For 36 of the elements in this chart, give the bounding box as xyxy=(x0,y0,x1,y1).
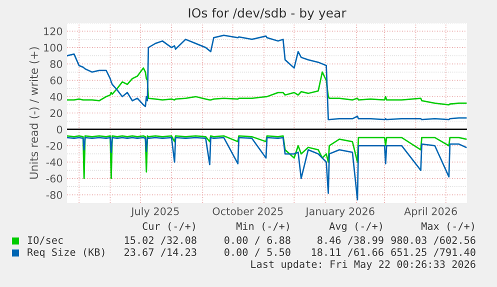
text: 8.46 /38.99 xyxy=(318,236,384,245)
y-tick-label: 120 xyxy=(44,27,62,36)
y-tick-label: 0 xyxy=(56,126,62,134)
y-tick-label: 60 xyxy=(50,76,62,84)
text: Max (-/+) xyxy=(421,222,474,232)
x-tick-label: April 2026 xyxy=(404,207,457,218)
text: 0.00 / 6.88 xyxy=(224,236,290,245)
text: Min (-/+) xyxy=(236,222,289,232)
text: 23.67 /14.23 xyxy=(124,248,196,257)
text: 980.03 /602.56 xyxy=(391,236,476,245)
y-tick-label: 80 xyxy=(50,60,62,68)
legend-label: IO/sec xyxy=(28,236,63,245)
y-axis-title: Units read (-) / write (+) xyxy=(29,47,40,179)
y-tick-label: -20 xyxy=(46,142,62,150)
y-tick-label: -40 xyxy=(46,158,62,166)
text: 651.25 /791.40 xyxy=(391,248,476,257)
legend-label: Req Size (KB) xyxy=(28,248,104,258)
line-series xyxy=(67,136,467,200)
line-series xyxy=(67,135,467,180)
text: 18.11 /61.66 xyxy=(312,248,384,257)
line-series xyxy=(67,34,467,120)
chart-title: IOs for /dev/sdb - by year xyxy=(188,8,346,20)
x-tick-label: July 2025 xyxy=(130,207,179,218)
y-tick-label: -60 xyxy=(46,174,62,183)
x-tick-label: October 2025 xyxy=(212,207,283,216)
x-tick-label: January 2026 xyxy=(305,207,374,218)
y-tick-label: 100 xyxy=(44,44,62,52)
line-series xyxy=(67,67,467,106)
y-tick-label: 20 xyxy=(50,109,62,118)
text: Cur (-/+) xyxy=(142,222,195,232)
text: Avg (-/+) xyxy=(329,222,382,232)
text: 15.02 /32.08 xyxy=(124,236,196,245)
text: Last update: Fri May 22 00:26:33 2026 xyxy=(251,260,476,270)
y-tick-label: -80 xyxy=(46,191,62,199)
y-tick-label: 40 xyxy=(50,92,62,101)
text: 0.00 / 5.50 xyxy=(224,248,290,257)
